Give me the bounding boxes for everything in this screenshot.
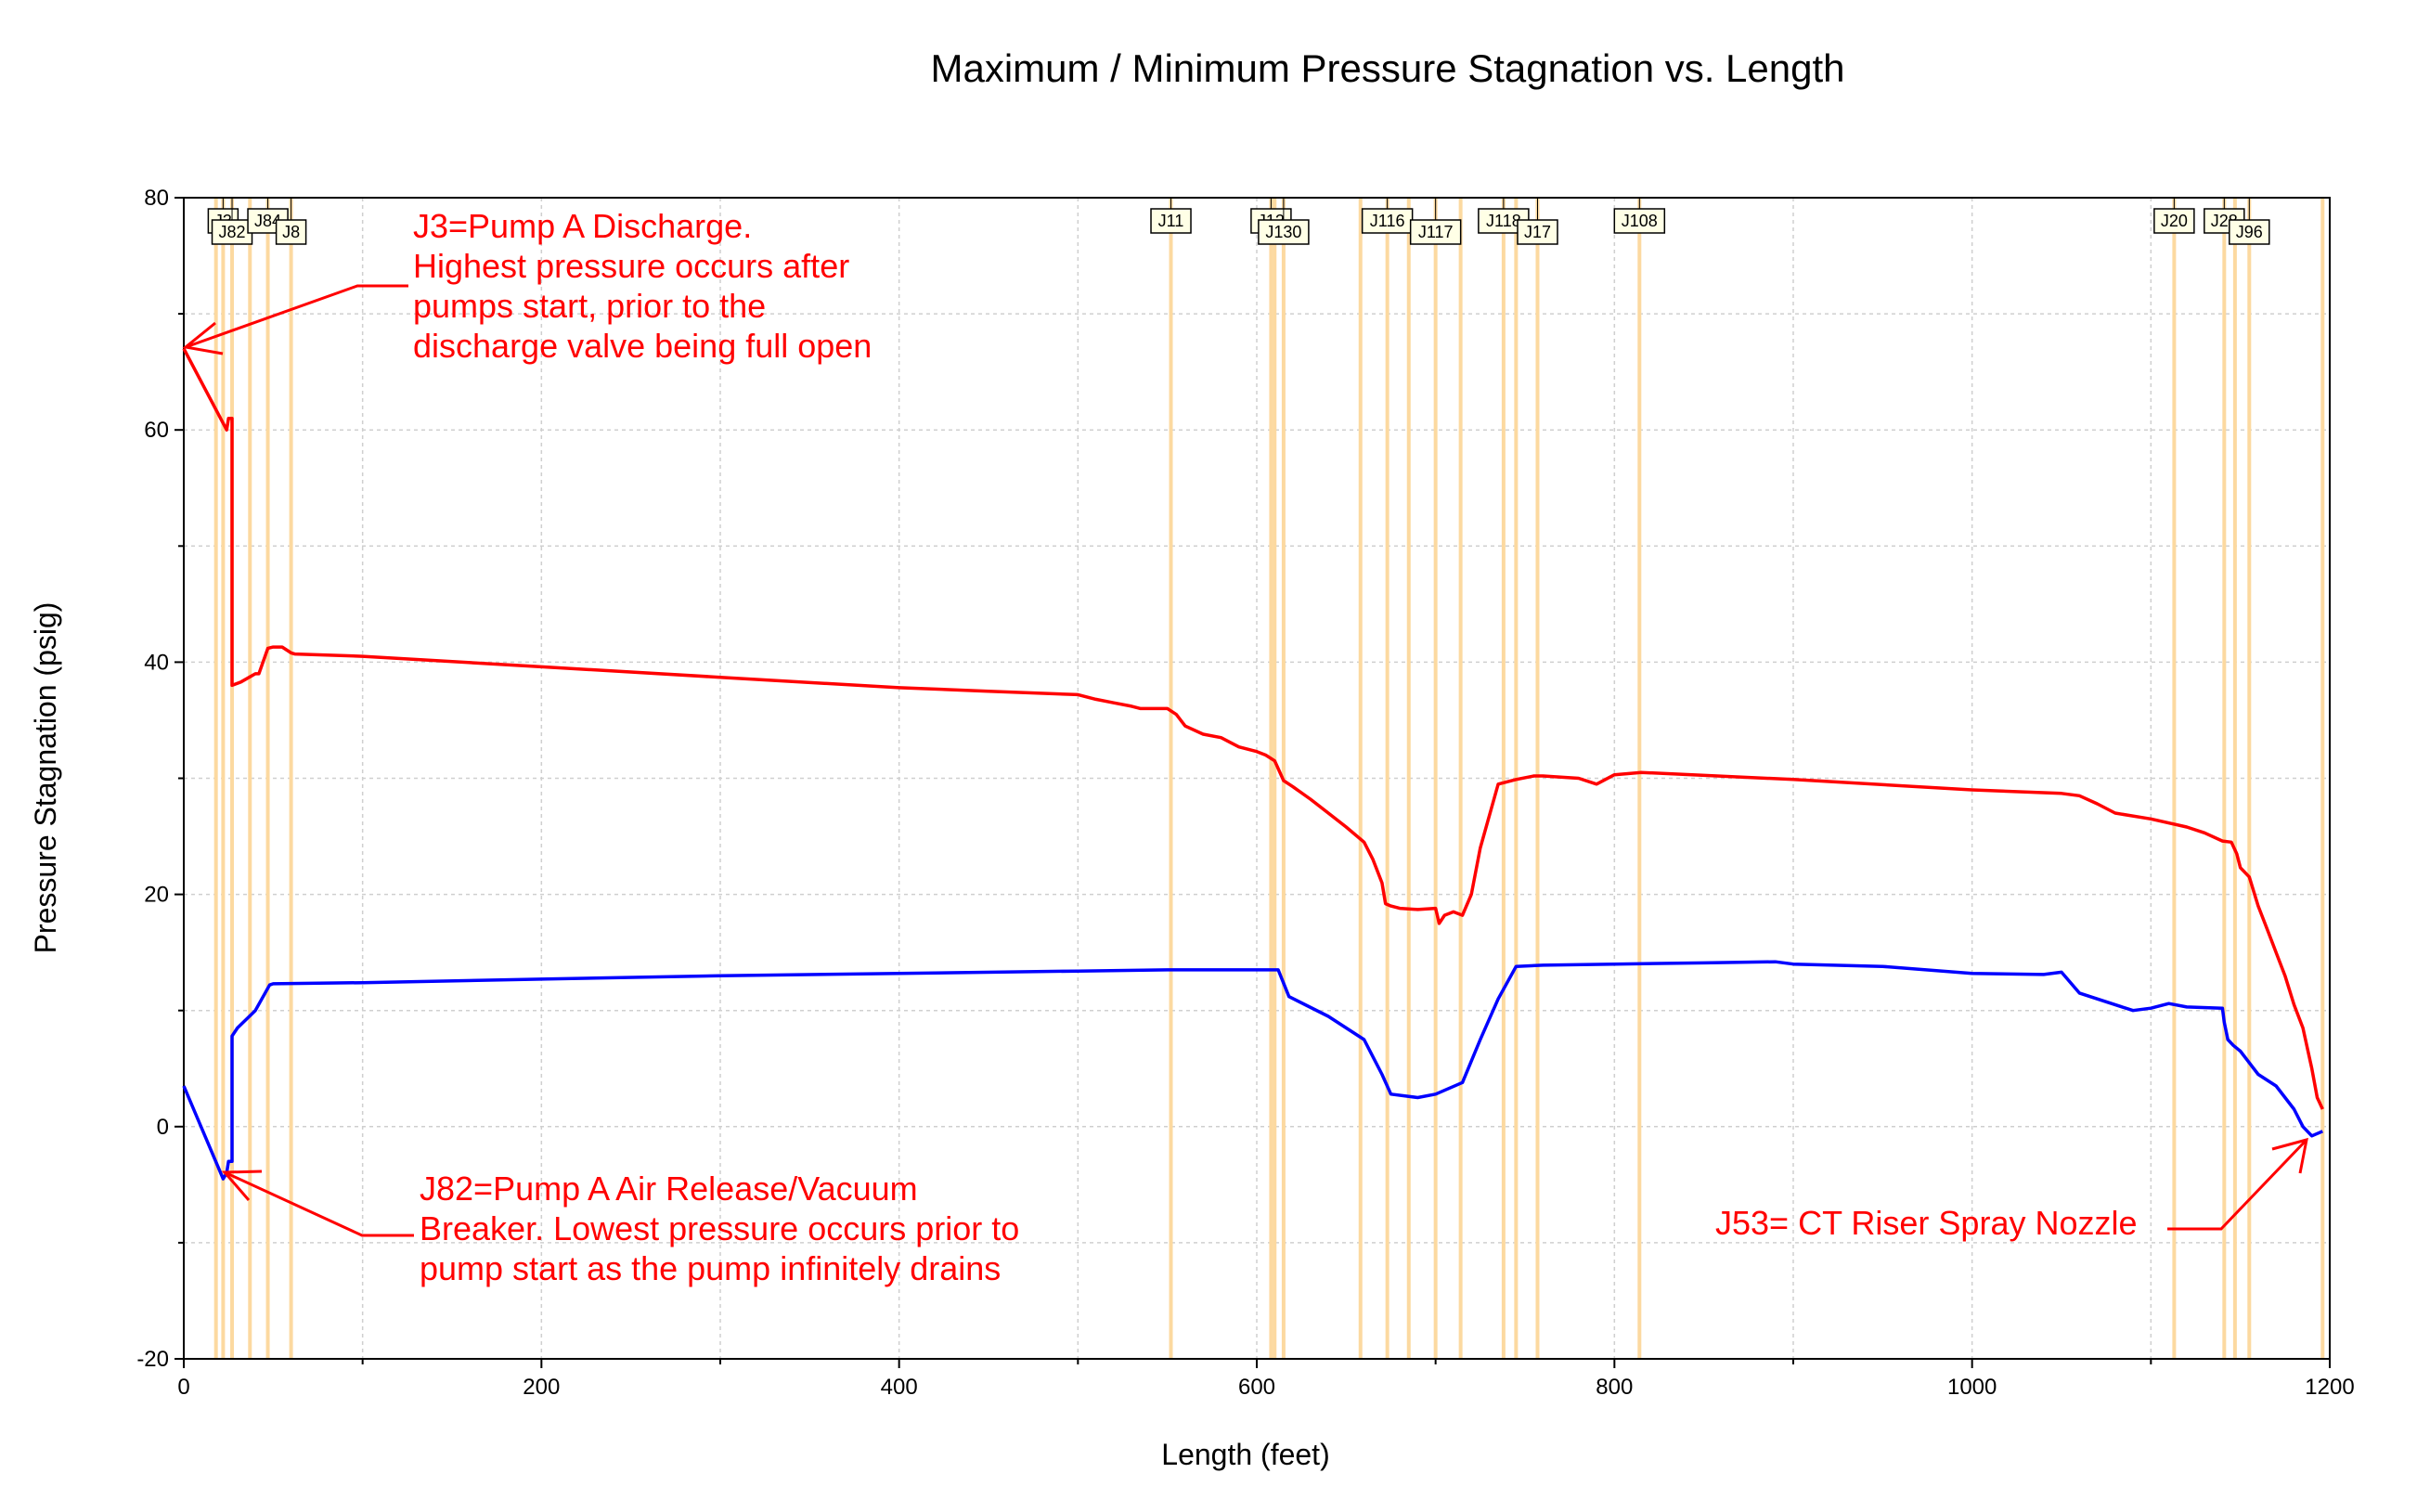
annotation-j3-arrow [185, 284, 408, 349]
minimum-pressure-line [182, 960, 2323, 1181]
junction-tags: J3J82J84J8J11J12J130J116J117J118J17J108J… [207, 198, 2270, 245]
annotation-j3-line: Highest pressure occurs after [413, 247, 849, 285]
annotation-j3: J3=Pump A Discharge. Highest pressure oc… [182, 207, 872, 365]
junction-tag-label: J17 [1524, 223, 1551, 241]
junction-tag-label: J96 [2236, 223, 2263, 241]
y-tick-label: 60 [144, 418, 169, 443]
annotation-j3-line: discharge valve being full open [413, 327, 872, 365]
x-tick-label: 200 [523, 1375, 560, 1400]
y-axis-label: Pressure Stagnation (psig) [29, 602, 62, 954]
junction-tag-label: J130 [1265, 223, 1301, 241]
junction-tag-label: J116 [1370, 212, 1405, 230]
annotation-j53-line: J53= CT Riser Spray Nozzle [1715, 1204, 2138, 1242]
junction-tag-label: J82 [219, 223, 246, 241]
y-tick-label: 0 [157, 1115, 169, 1140]
annotation-j82-line: J82=Pump A Air Release/Vacuum [420, 1170, 918, 1208]
annotation-j3-arrowhead [182, 321, 224, 355]
x-tick-label: 800 [1596, 1375, 1633, 1400]
junction-tag-box [211, 219, 253, 245]
junction-tag-box [2153, 208, 2195, 234]
chart-title: Maximum / Minimum Pressure Stagnation vs… [930, 46, 1844, 90]
annotation-j3-line: pumps start, prior to the [413, 287, 766, 325]
annotation-j3-line: J3=Pump A Discharge. [413, 207, 752, 245]
junction-tag-label: J117 [1418, 223, 1454, 241]
junction-tag-label: J108 [1622, 212, 1658, 230]
annotation-j53: J53= CT Riser Spray Nozzle [1715, 1137, 2308, 1242]
junction-tag-label: J118 [1486, 212, 1521, 230]
y-tick-label: -20 [136, 1347, 169, 1372]
annotation-j53-arrow [2167, 1138, 2308, 1231]
series-lines [182, 347, 2324, 1181]
grid [184, 198, 2330, 1359]
x-tick-label: 0 [177, 1375, 189, 1400]
y-tick-label: 20 [144, 883, 169, 908]
junction-tag-box [1613, 208, 1666, 234]
junction-tag-box [1150, 208, 1192, 234]
x-tick-label: 400 [881, 1375, 918, 1400]
axis-ticks: 0 200 400 600 800 1000 1200 -20 0 20 40 60 80 [136, 186, 2354, 1400]
junction-tag-box [2229, 219, 2270, 245]
junction-tag-label: J8 [282, 223, 300, 241]
junction-tag-box [1361, 208, 1414, 234]
annotation-j82-line: pump start as the pump infinitely drains [420, 1249, 1001, 1287]
annotation-j82-arrow [224, 1170, 414, 1237]
junction-tag-box [1409, 219, 1462, 245]
x-tick-label: 1200 [2305, 1375, 2354, 1400]
maximum-pressure-line [182, 347, 2324, 1110]
x-axis-label: Length (feet) [1161, 1438, 1329, 1471]
junction-tag-box [1517, 219, 1558, 245]
annotation-j82-line: Breaker. Lowest pressure occurs prior to [420, 1209, 1019, 1247]
annotation-j53-arrowhead [2271, 1137, 2308, 1174]
junction-lines [213, 198, 2325, 1359]
y-tick-label: 40 [144, 650, 169, 675]
junction-tag-box [1258, 219, 1310, 245]
x-tick-label: 1000 [1947, 1375, 1997, 1400]
junction-tag-label: J11 [1158, 212, 1184, 230]
junction-tag-box [275, 219, 307, 245]
junction-tag-label: J84 [254, 212, 281, 230]
x-tick-label: 600 [1238, 1375, 1275, 1400]
junction-tag-label: J20 [2161, 212, 2188, 230]
annotation-j82: J82=Pump A Air Release/Vacuum Breaker. L… [221, 1170, 1019, 1287]
y-tick-label: 80 [144, 186, 169, 211]
annotation-j82-arrowhead [221, 1170, 263, 1201]
